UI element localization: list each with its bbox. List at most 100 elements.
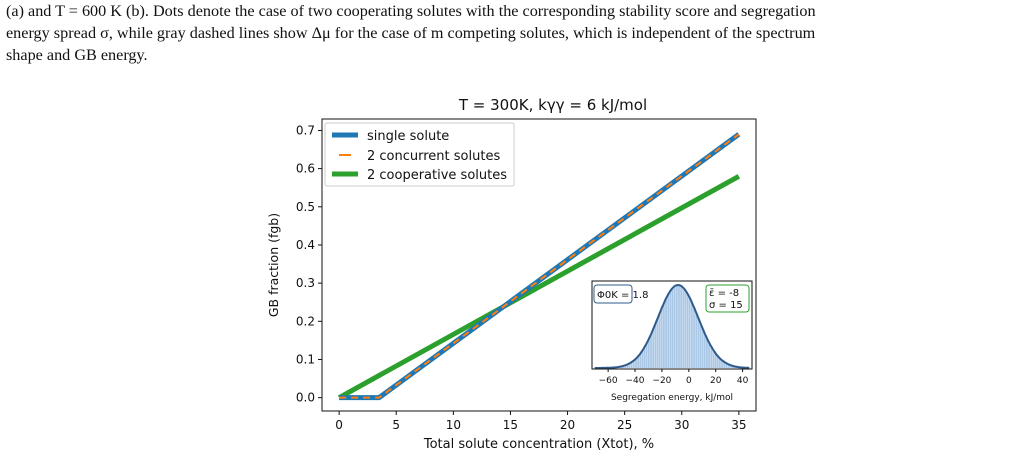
inset-histogram-bar xyxy=(718,358,721,368)
inset-histogram-bar xyxy=(637,356,640,368)
x-ticks: 0 5 10 15 20 25 30 35 xyxy=(335,411,747,432)
inset-histogram-bar xyxy=(678,285,680,368)
inset-x-tick-label: −20 xyxy=(652,376,671,386)
y-tick-label: 0.0 xyxy=(296,391,315,405)
inset-histogram-bar xyxy=(624,365,627,368)
x-tick-label: 10 xyxy=(446,418,461,432)
inset-histogram-bar xyxy=(695,312,698,368)
inset-x-ticks: −60 −40 −20 0 20 40 xyxy=(599,369,749,386)
inset-histogram-bar xyxy=(650,333,652,368)
main-plot: 0.0 0.1 0.2 0.3 0.4 0.5 0.6 0.7 0 5 10 15 20 25 30 35 xyxy=(296,118,757,432)
inset-histogram-bar xyxy=(675,285,678,368)
inset-histogram-bar xyxy=(723,362,726,368)
inset-histogram-bar xyxy=(643,346,646,368)
inset-annotation-left-box xyxy=(593,284,633,304)
y-tick-label: 0.1 xyxy=(296,352,315,366)
inset-histogram-bar xyxy=(652,328,655,368)
inset-x-tick-label: −60 xyxy=(599,376,618,386)
y-tick-label: 0.2 xyxy=(296,314,315,328)
inset-x-label: Segregation energy, kJ/mol xyxy=(611,393,733,403)
inset-histogram-bar xyxy=(727,364,730,368)
inset-histogram-bar xyxy=(654,323,657,368)
inset-histogram-bar xyxy=(699,323,702,368)
inset-histogram-bar xyxy=(673,286,676,368)
inset-plot: −60 −40 −20 0 20 40 Segregation energy, kJ/mo… xyxy=(591,280,753,403)
inset-histogram-bar xyxy=(630,362,633,368)
series-lines xyxy=(337,132,741,401)
chart-title: T = 300K, kγγ = 6 kJ/mol xyxy=(458,96,647,114)
inset-histogram xyxy=(613,285,743,368)
inset-histogram-bar xyxy=(688,298,691,368)
x-tick-label: 0 xyxy=(335,418,343,432)
inset-histogram-bar xyxy=(686,294,689,368)
caption-line-3: shape and GB energy. xyxy=(6,46,148,64)
inset-histogram-bar xyxy=(628,363,631,368)
inset-histogram-bar xyxy=(639,353,642,368)
figure-caption: (a) and T = 600 K (b). Dots denote the c… xyxy=(6,0,1022,66)
y-tick-label: 0.4 xyxy=(296,238,315,252)
inset-histogram-bar xyxy=(647,338,650,368)
inset-histogram-bar xyxy=(684,290,687,368)
x-tick-label: 20 xyxy=(560,418,575,432)
y-axis-label: GB fraction (fgb) xyxy=(266,213,281,317)
inset-histogram-bar xyxy=(712,350,715,368)
inset-histogram-bar xyxy=(680,286,683,368)
inset-histogram-bar xyxy=(703,333,706,368)
inset-histogram-bar xyxy=(706,338,708,368)
inset-histogram-bar xyxy=(716,356,719,368)
x-tick-label: 35 xyxy=(731,418,746,432)
plot-frame xyxy=(321,118,757,412)
inset-histogram-bar xyxy=(729,365,732,368)
inset-histogram-bar xyxy=(701,328,704,368)
inset-histogram-bar xyxy=(714,353,717,368)
inset-frame xyxy=(591,280,753,370)
inset-annotation-left: Φ0K = 1.8 xyxy=(597,290,648,301)
x-tick-label: 25 xyxy=(617,418,632,432)
inset-histogram-bar xyxy=(690,302,693,368)
inset-histogram-bar xyxy=(710,346,713,368)
y-tick-label: 0.6 xyxy=(296,162,315,176)
inset-histogram-bar xyxy=(708,342,711,368)
legend-box xyxy=(324,122,515,187)
x-tick-label: 5 xyxy=(392,418,400,432)
inset-annotation-right-line2: σ = 15 xyxy=(709,300,743,311)
legend: single solute 2 concurrent solutes 2 coo… xyxy=(324,122,515,187)
inset-histogram-bar xyxy=(660,307,663,368)
inset-histogram-bar xyxy=(721,360,723,368)
inset-histogram-bar xyxy=(731,365,734,368)
inset-histogram-bar xyxy=(697,318,700,368)
x-tick-label: 15 xyxy=(503,418,518,432)
inset-histogram-bar xyxy=(656,318,659,368)
inset-x-tick-label: 0 xyxy=(686,376,692,386)
inset-histogram-bar xyxy=(635,358,637,368)
x-axis-label: Total solute concentration (Xtot), % xyxy=(423,437,654,452)
y-tick-label: 0.7 xyxy=(296,123,315,137)
inset-histogram-bar xyxy=(645,342,648,368)
inset-histogram-bar xyxy=(693,307,695,368)
series-line-concurrent xyxy=(339,133,740,399)
inset-x-tick-label: −40 xyxy=(626,376,645,386)
inset-histogram-bar xyxy=(665,298,667,368)
inset-histogram-bar xyxy=(641,350,644,368)
inset-histogram-bar xyxy=(671,287,674,368)
inset-histogram-bar xyxy=(669,290,672,368)
x-tick-label: 30 xyxy=(674,418,689,432)
inset-histogram-bar xyxy=(667,294,670,368)
inset-distribution-curve xyxy=(594,283,750,369)
legend-label-single: single solute xyxy=(367,129,449,144)
y-ticks: 0.0 0.1 0.2 0.3 0.4 0.5 0.6 0.7 xyxy=(296,123,322,405)
y-tick-label: 0.5 xyxy=(296,200,315,214)
inset-histogram-bar xyxy=(632,360,635,368)
inset-x-tick-label: 20 xyxy=(710,376,722,386)
inset-histogram-bar xyxy=(662,302,665,368)
inset-histogram-bar xyxy=(658,312,661,368)
inset-histogram-bar xyxy=(626,364,629,368)
y-tick-label: 0.3 xyxy=(296,276,315,290)
inset-histogram-bar xyxy=(725,363,728,368)
inset-annotation-right-line1: ε̄ = -8 xyxy=(709,288,739,299)
inset-x-tick-label: 40 xyxy=(737,376,749,386)
legend-label-cooperative: 2 cooperative solutes xyxy=(367,168,507,183)
inset-annotation-right-box xyxy=(705,284,750,313)
caption-line-1: (a) and T = 600 K (b). Dots denote the c… xyxy=(6,2,816,20)
